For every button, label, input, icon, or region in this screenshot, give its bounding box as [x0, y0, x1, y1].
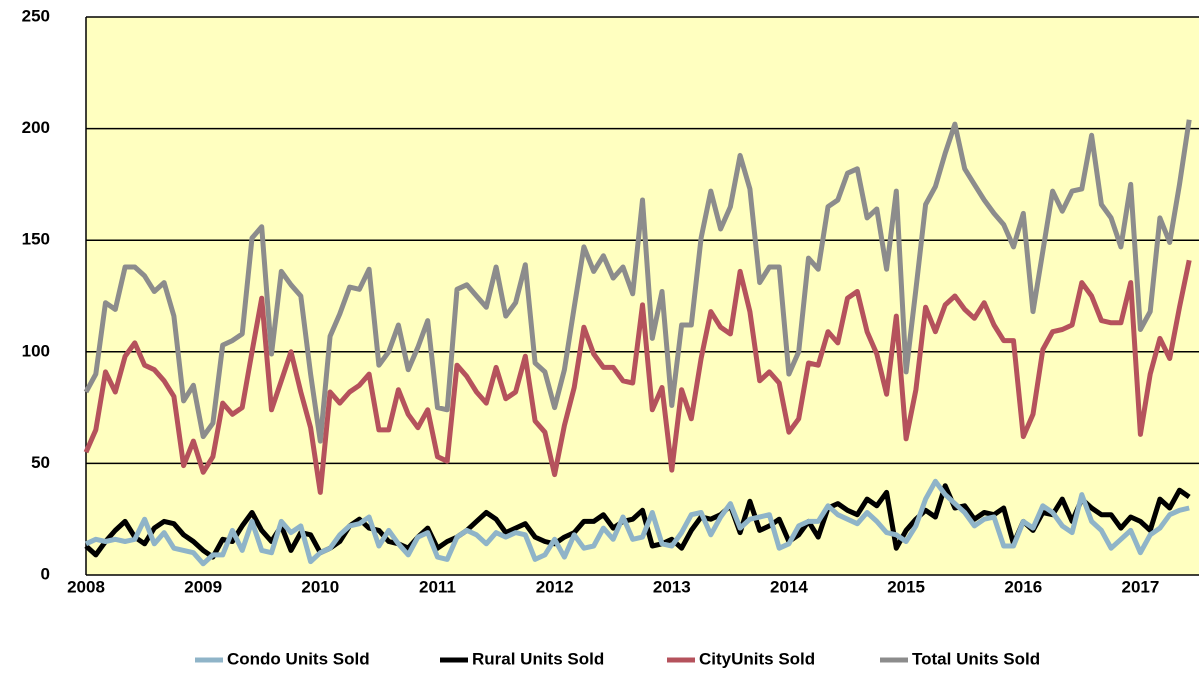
x-tick-label: 2014 — [770, 577, 808, 596]
series-line — [84, 478, 1190, 567]
legend-label: CityUnits Sold — [699, 649, 815, 668]
series-line — [83, 259, 1192, 495]
y-tick-label: 50 — [31, 453, 50, 472]
legend-label: Rural Units Sold — [472, 649, 604, 668]
legend-label: Condo Units Sold — [227, 649, 370, 668]
y-tick-label: 150 — [22, 230, 50, 249]
y-tick-label: 200 — [22, 118, 50, 137]
x-tick-label: 2013 — [653, 577, 691, 596]
x-tick-label: 2011 — [419, 577, 456, 596]
x-tick-label: 2015 — [887, 577, 925, 596]
x-tick-label: 2016 — [1004, 577, 1042, 596]
y-tick-label: 0 — [41, 564, 50, 583]
series-line — [83, 119, 1192, 444]
plot-area — [86, 17, 1199, 575]
legend-label: Total Units Sold — [912, 649, 1040, 668]
series-line — [84, 483, 1191, 560]
y-tick-label: 100 — [22, 341, 50, 360]
y-tick-label: 250 — [22, 6, 50, 25]
x-tick-label: 2008 — [67, 577, 105, 596]
x-tick-label: 2017 — [1122, 577, 1160, 596]
x-tick-label: 2012 — [536, 577, 574, 596]
x-tick-label: 2010 — [301, 577, 339, 596]
x-tick-label: 2009 — [184, 577, 222, 596]
